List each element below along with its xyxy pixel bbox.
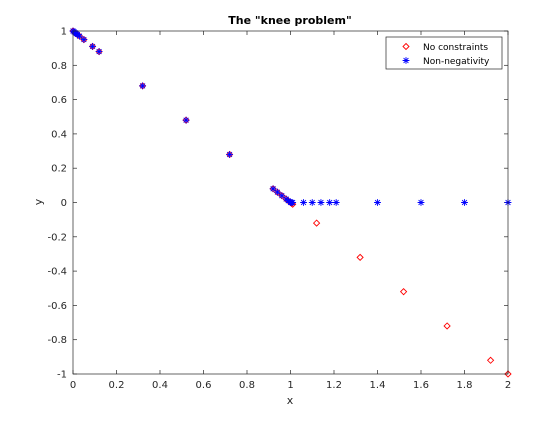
point-non-negativity bbox=[461, 199, 468, 206]
point-no-constraints bbox=[312, 219, 321, 227]
point-non-negativity bbox=[182, 116, 190, 124]
y-tick-label: -0.2 bbox=[47, 232, 67, 243]
axes-box bbox=[72, 30, 509, 375]
x-tick-label: 1.8 bbox=[457, 380, 473, 391]
marks-layer bbox=[69, 27, 512, 378]
legend-box bbox=[385, 36, 503, 70]
point-non-negativity bbox=[332, 199, 340, 206]
point-no-constraints bbox=[443, 322, 451, 330]
point-no-constraints bbox=[504, 370, 512, 378]
legend-label-non-negativity: Non-negativity bbox=[423, 57, 490, 67]
point-non-negativity bbox=[326, 199, 334, 206]
point-non-negativity bbox=[374, 199, 381, 206]
point-non-negativity bbox=[269, 185, 277, 193]
chart-title: The "knee problem" bbox=[228, 14, 351, 27]
y-tick-label: 0 bbox=[61, 198, 67, 209]
point-non-negativity bbox=[300, 199, 307, 206]
point-no-constraints bbox=[486, 356, 495, 364]
point-non-negativity bbox=[317, 199, 325, 206]
point-no-constraints bbox=[356, 253, 364, 262]
y-axis-label: y bbox=[32, 198, 45, 205]
point-non-negativity bbox=[417, 199, 425, 206]
x-axis-label: x bbox=[287, 394, 294, 407]
legend-marker-no-constraints bbox=[402, 42, 410, 51]
point-non-negativity bbox=[226, 151, 233, 158]
legend-label-no-constraints: No constraints bbox=[423, 43, 488, 53]
y-tick-label: 0.6 bbox=[51, 95, 67, 106]
legend-marker-non-negativity bbox=[402, 57, 410, 64]
point-non-negativity bbox=[76, 32, 83, 40]
point-non-negativity bbox=[289, 199, 297, 206]
point-non-negativity bbox=[308, 199, 316, 206]
x-tick-label: 0.2 bbox=[109, 380, 125, 391]
y-tick-label: -0.6 bbox=[47, 301, 67, 312]
y-tick-label: 1 bbox=[61, 27, 67, 38]
x-tick-label: 0.6 bbox=[196, 380, 212, 391]
point-non-negativity bbox=[274, 188, 281, 196]
point-no-constraints bbox=[399, 288, 408, 296]
y-tick-label: -0.4 bbox=[47, 267, 67, 278]
x-tick-label: 1.4 bbox=[370, 380, 386, 391]
point-non-negativity bbox=[95, 48, 103, 55]
point-non-negativity bbox=[278, 192, 286, 200]
series-non-negativity bbox=[69, 27, 512, 206]
x-tick-label: 0 bbox=[70, 380, 76, 391]
x-tick-label: 0.8 bbox=[239, 380, 255, 391]
x-tick-label: 1.6 bbox=[413, 380, 429, 391]
point-non-negativity bbox=[89, 43, 96, 50]
y-tick-label: -0.8 bbox=[47, 335, 67, 346]
x-tick-label: 1.2 bbox=[326, 380, 342, 391]
y-tick-label: -1 bbox=[57, 370, 67, 381]
tick-layer: 0 0.2 0.4 0.6 0.8 1 1.2 1.4 1.6 1.8 2 1 0.8 0.6 0.4 0.2… bbox=[47, 27, 511, 392]
legend-marker-diamond bbox=[402, 42, 410, 51]
y-tick-label: 0.2 bbox=[51, 164, 67, 175]
point-non-negativity bbox=[139, 82, 146, 90]
y-tick-label: 0.4 bbox=[51, 129, 67, 140]
x-tick-label: 2 bbox=[505, 380, 511, 391]
legend-marker-asterisk bbox=[402, 57, 410, 64]
x-tick-label: 0.4 bbox=[152, 380, 168, 391]
x-tick-label: 1 bbox=[287, 380, 293, 391]
y-tick-label: 0.8 bbox=[51, 61, 67, 72]
point-non-negativity bbox=[80, 36, 88, 43]
legend: No constraints Non-negativity bbox=[385, 36, 503, 70]
